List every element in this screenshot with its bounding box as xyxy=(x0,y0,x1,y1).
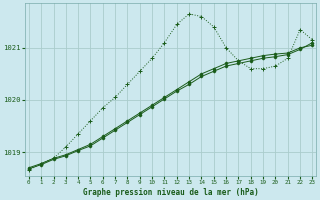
X-axis label: Graphe pression niveau de la mer (hPa): Graphe pression niveau de la mer (hPa) xyxy=(83,188,259,197)
